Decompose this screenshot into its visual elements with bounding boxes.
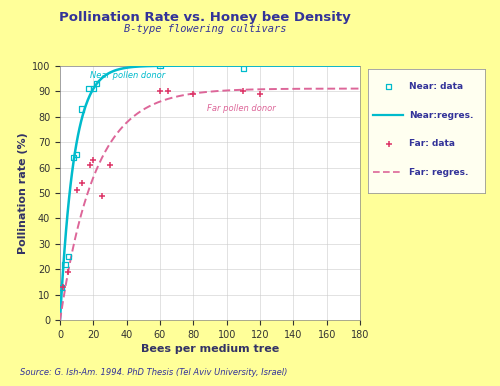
Point — [72, 152, 80, 158]
Text: Near:regres.: Near:regres. — [408, 111, 473, 120]
Text: Far: data: Far: data — [408, 139, 455, 148]
Text: Source: G. Ish-Am. 1994. PhD Thesis (Tel Aviv University, Israel): Source: G. Ish-Am. 1994. PhD Thesis (Tel… — [20, 368, 287, 377]
Text: Far pollen donor: Far pollen donor — [206, 105, 276, 113]
Point — [61, 261, 69, 267]
Point — [84, 85, 92, 91]
Point — [78, 180, 86, 186]
Point — [78, 106, 86, 112]
Point — [90, 157, 98, 163]
Text: Far: regres.: Far: regres. — [408, 168, 468, 176]
Point — [98, 193, 106, 199]
Text: Pollination Rate vs. Honey bee Density: Pollination Rate vs. Honey bee Density — [59, 11, 351, 24]
Point — [384, 84, 392, 90]
Point — [240, 65, 248, 71]
Point — [64, 254, 72, 260]
Text: B-type flowering cultivars: B-type flowering cultivars — [124, 24, 286, 34]
Point — [92, 80, 100, 86]
Text: Near pollen donor: Near pollen donor — [90, 71, 165, 80]
Point — [190, 91, 198, 97]
Point — [256, 91, 264, 97]
Point — [384, 141, 392, 147]
Point — [64, 269, 72, 275]
Y-axis label: Pollination rate (%): Pollination rate (%) — [18, 132, 28, 254]
Point — [156, 63, 164, 69]
Point — [60, 284, 68, 290]
Point — [72, 187, 80, 193]
Point — [86, 162, 94, 168]
Point — [70, 154, 78, 161]
X-axis label: Bees per medium tree: Bees per medium tree — [141, 344, 279, 354]
Point — [156, 88, 164, 94]
Point — [58, 284, 66, 290]
Text: Near: data: Near: data — [408, 82, 463, 91]
Point — [164, 88, 172, 94]
Point — [90, 85, 98, 91]
Point — [106, 162, 114, 168]
Point — [240, 88, 248, 94]
